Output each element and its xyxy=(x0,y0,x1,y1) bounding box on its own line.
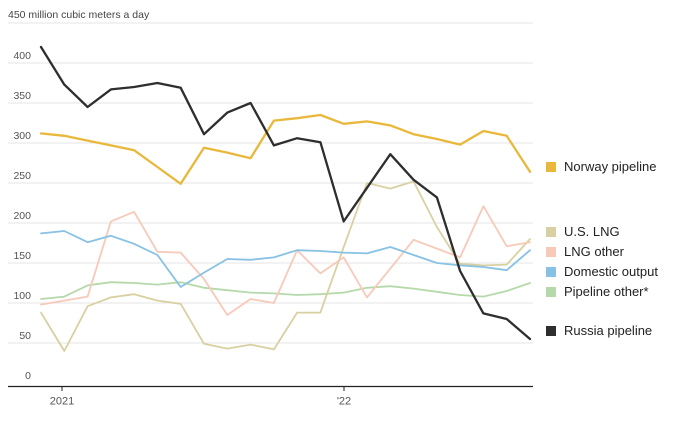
x-axis-label-22: '22 xyxy=(337,396,351,408)
y-axis-label-400: 400 xyxy=(13,50,31,62)
legend-swatch-domestic-output xyxy=(546,267,556,277)
legend-item-pipeline-other: Pipeline other* xyxy=(546,284,649,300)
y-axis-label-350: 350 xyxy=(13,90,31,102)
legend-label-pipeline-other: Pipeline other* xyxy=(564,284,649,299)
legend-item-russia-pipeline: Russia pipeline xyxy=(546,323,652,339)
legend-swatch-u-s-lng xyxy=(546,227,556,237)
chart-legend: Norway pipeline U.S. LNG LNG other Domestic… xyxy=(546,0,700,421)
series-line-pipeline-other xyxy=(40,281,531,300)
y-axis-label-0: 0 xyxy=(25,370,31,382)
legend-swatch-lng-other xyxy=(546,247,556,257)
legend-label-lng-other: LNG other xyxy=(564,244,624,259)
legend-label-u-s-lng: U.S. LNG xyxy=(564,224,620,239)
legend-item-domestic-output: Domestic output xyxy=(546,264,658,280)
legend-label-norway-pipeline: Norway pipeline xyxy=(564,159,657,174)
legend-item-u-s-lng: U.S. LNG xyxy=(546,224,620,240)
y-axis-label-300: 300 xyxy=(13,130,31,142)
legend-item-norway-pipeline: Norway pipeline xyxy=(546,159,657,175)
legend-swatch-russia-pipeline xyxy=(546,326,556,336)
series-line-norway-pipeline xyxy=(39,113,532,185)
legend-label-domestic-output: Domestic output xyxy=(564,264,658,279)
y-axis-label-250: 250 xyxy=(13,170,31,182)
legend-swatch-pipeline-other xyxy=(546,287,556,297)
y-axis-label-100: 100 xyxy=(13,290,31,302)
legend-swatch-norway-pipeline xyxy=(546,162,556,172)
x-axis-label-2021: 2021 xyxy=(50,396,74,408)
series-line-russia-pipeline xyxy=(39,45,532,341)
series-line-domestic-output xyxy=(40,230,531,288)
legend-label-russia-pipeline: Russia pipeline xyxy=(564,323,653,338)
series-line-lng-other xyxy=(40,205,531,316)
legend-item-lng-other: LNG other xyxy=(546,244,624,260)
y-axis-label-200: 200 xyxy=(13,210,31,222)
units-label: 450 million cubic meters a day xyxy=(8,9,150,21)
y-axis-label-150: 150 xyxy=(13,250,31,262)
y-axis-label-50: 50 xyxy=(19,330,31,342)
series-line-u-s-lng xyxy=(40,180,531,352)
